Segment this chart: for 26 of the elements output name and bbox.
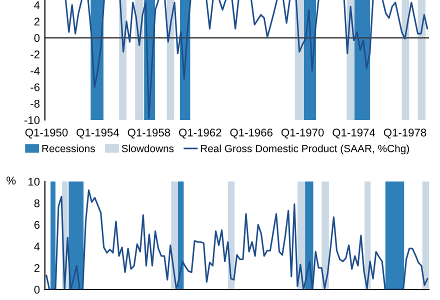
x-tick-label: Q1-1954 [76, 128, 119, 138]
x-tick-label: Q1-1962 [179, 128, 222, 138]
y-tick-label: 0 [34, 34, 40, 42]
x-tick-label: Q1-1966 [230, 128, 272, 138]
y-axis-title: % [6, 176, 16, 184]
y-tick-label: 2 [34, 18, 40, 26]
y-tick-label: 8 [34, 199, 40, 208]
y-tick-label: 6 [34, 220, 40, 229]
y-tick-label: 4 [34, 1, 40, 9]
x-tick-label: Q1-1970 [281, 128, 324, 138]
y-tick-label: 4 [34, 242, 40, 250]
x-tick-label: Q1-1974 [332, 128, 376, 138]
legend-label: Real Gross Domestic Product (SAAR, %Chg) [200, 144, 409, 154]
x-tick-label: Q1-1958 [128, 128, 170, 138]
y-tick-label: -4 [30, 67, 40, 75]
y-tick-label: -2 [30, 50, 40, 58]
x-tick-label: Q1-1950 [25, 128, 68, 138]
text: Slowdowns [122, 144, 174, 152]
x-tick-label: Q1-1978 [384, 128, 426, 138]
y-tick-label: -10 [24, 116, 40, 124]
y-tick-label: -8 [30, 100, 40, 108]
text: Recessions [42, 144, 95, 152]
y-tick-label: 10 [28, 178, 40, 186]
y-tick-label: -6 [30, 83, 40, 92]
y-tick-label: 0 [34, 286, 40, 294]
y-tick-label: 2 [34, 264, 40, 272]
